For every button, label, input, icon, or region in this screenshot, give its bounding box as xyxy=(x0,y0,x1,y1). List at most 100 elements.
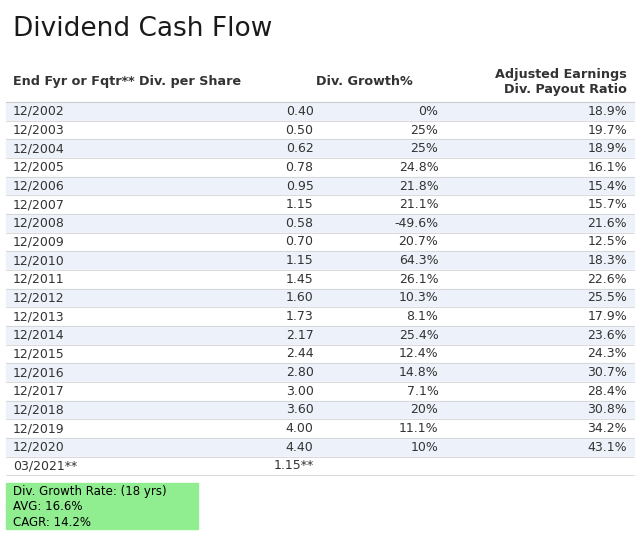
Text: 2.80: 2.80 xyxy=(285,366,314,379)
Text: 0.70: 0.70 xyxy=(285,236,314,249)
Text: 19.7%: 19.7% xyxy=(588,124,627,136)
Text: 18.9%: 18.9% xyxy=(588,142,627,155)
Text: 4.40: 4.40 xyxy=(286,441,314,454)
Text: 15.4%: 15.4% xyxy=(588,179,627,192)
Text: 12/2018: 12/2018 xyxy=(13,403,65,416)
Text: End Fyr or Fqtr**: End Fyr or Fqtr** xyxy=(13,75,134,89)
Text: 2.17: 2.17 xyxy=(286,329,314,342)
Text: 3.00: 3.00 xyxy=(285,385,314,398)
Text: 12/2003: 12/2003 xyxy=(13,124,65,136)
Text: 12/2011: 12/2011 xyxy=(13,273,65,286)
Text: Adjusted Earnings
Div. Payout Ratio: Adjusted Earnings Div. Payout Ratio xyxy=(495,68,627,96)
Text: 43.1%: 43.1% xyxy=(588,441,627,454)
Text: 25.4%: 25.4% xyxy=(399,329,438,342)
Bar xyxy=(6,251,634,270)
Text: 18.3%: 18.3% xyxy=(588,254,627,267)
Text: 12/2008: 12/2008 xyxy=(13,217,65,230)
Bar xyxy=(6,289,634,307)
Text: 1.15**: 1.15** xyxy=(273,460,314,473)
Text: 12.4%: 12.4% xyxy=(399,347,438,360)
Text: 12/2002: 12/2002 xyxy=(13,105,65,118)
Text: 11.1%: 11.1% xyxy=(399,422,438,435)
Bar xyxy=(6,233,634,251)
Text: 12/2015: 12/2015 xyxy=(13,347,65,360)
Text: 30.8%: 30.8% xyxy=(588,403,627,416)
Bar xyxy=(6,438,634,456)
Text: AVG: 16.6%: AVG: 16.6% xyxy=(13,500,83,513)
Text: Dividend Cash Flow: Dividend Cash Flow xyxy=(13,16,272,42)
Text: Div. Growth%: Div. Growth% xyxy=(316,75,413,89)
Bar xyxy=(6,345,634,363)
Text: 1.15: 1.15 xyxy=(286,198,314,211)
Bar xyxy=(6,158,634,177)
Text: 12/2020: 12/2020 xyxy=(13,441,65,454)
Text: 16.1%: 16.1% xyxy=(588,161,627,174)
Bar xyxy=(6,195,634,214)
Text: 1.73: 1.73 xyxy=(286,310,314,323)
Text: 0.62: 0.62 xyxy=(286,142,314,155)
Text: Div. per Share: Div. per Share xyxy=(140,75,241,89)
Text: Div. Growth Rate: (18 yrs): Div. Growth Rate: (18 yrs) xyxy=(13,485,166,498)
Text: 22.6%: 22.6% xyxy=(588,273,627,286)
Text: 28.4%: 28.4% xyxy=(588,385,627,398)
Bar xyxy=(6,456,634,475)
Text: 17.9%: 17.9% xyxy=(588,310,627,323)
Text: 30.7%: 30.7% xyxy=(588,366,627,379)
Text: 18.9%: 18.9% xyxy=(588,105,627,118)
Text: 64.3%: 64.3% xyxy=(399,254,438,267)
Bar xyxy=(6,307,634,326)
Text: 34.2%: 34.2% xyxy=(588,422,627,435)
Text: 21.8%: 21.8% xyxy=(399,179,438,192)
Text: 0.50: 0.50 xyxy=(285,124,314,136)
Text: 1.60: 1.60 xyxy=(286,292,314,304)
Text: 20%: 20% xyxy=(410,403,438,416)
Text: 1.45: 1.45 xyxy=(286,273,314,286)
Text: 10.3%: 10.3% xyxy=(399,292,438,304)
Text: 23.6%: 23.6% xyxy=(588,329,627,342)
Text: CAGR: 14.2%: CAGR: 14.2% xyxy=(13,516,91,528)
Text: 1.15: 1.15 xyxy=(286,254,314,267)
Text: 25%: 25% xyxy=(410,142,438,155)
Text: 8.1%: 8.1% xyxy=(406,310,438,323)
Text: 20.7%: 20.7% xyxy=(399,236,438,249)
Text: 24.3%: 24.3% xyxy=(588,347,627,360)
Text: 12/2010: 12/2010 xyxy=(13,254,65,267)
Text: 12/2019: 12/2019 xyxy=(13,422,65,435)
Text: 12/2012: 12/2012 xyxy=(13,292,65,304)
Bar xyxy=(6,326,634,345)
Text: 12/2006: 12/2006 xyxy=(13,179,65,192)
Text: 3.60: 3.60 xyxy=(286,403,314,416)
Text: 0.40: 0.40 xyxy=(285,105,314,118)
Text: -49.6%: -49.6% xyxy=(394,217,438,230)
Text: 0%: 0% xyxy=(419,105,438,118)
Bar xyxy=(6,363,634,382)
Bar xyxy=(6,419,634,438)
Text: 12/2004: 12/2004 xyxy=(13,142,65,155)
Bar xyxy=(6,483,198,529)
Text: 0.58: 0.58 xyxy=(285,217,314,230)
Bar xyxy=(6,214,634,233)
Bar xyxy=(6,401,634,419)
Text: 12/2013: 12/2013 xyxy=(13,310,65,323)
Text: 26.1%: 26.1% xyxy=(399,273,438,286)
Text: 25.5%: 25.5% xyxy=(588,292,627,304)
Text: 12.5%: 12.5% xyxy=(588,236,627,249)
Text: 12/2007: 12/2007 xyxy=(13,198,65,211)
Text: 10%: 10% xyxy=(410,441,438,454)
Text: 2.44: 2.44 xyxy=(286,347,314,360)
Text: 12/2017: 12/2017 xyxy=(13,385,65,398)
Bar xyxy=(6,121,634,140)
Text: 12/2009: 12/2009 xyxy=(13,236,65,249)
Text: 15.7%: 15.7% xyxy=(588,198,627,211)
Text: 25%: 25% xyxy=(410,124,438,136)
Text: 4.00: 4.00 xyxy=(285,422,314,435)
Bar xyxy=(6,177,634,195)
Bar xyxy=(6,270,634,289)
Text: 03/2021**: 03/2021** xyxy=(13,460,77,473)
Text: 0.95: 0.95 xyxy=(285,179,314,192)
Bar xyxy=(6,382,634,401)
Text: 0.78: 0.78 xyxy=(285,161,314,174)
Bar xyxy=(6,102,634,121)
Text: 12/2016: 12/2016 xyxy=(13,366,65,379)
Text: 14.8%: 14.8% xyxy=(399,366,438,379)
